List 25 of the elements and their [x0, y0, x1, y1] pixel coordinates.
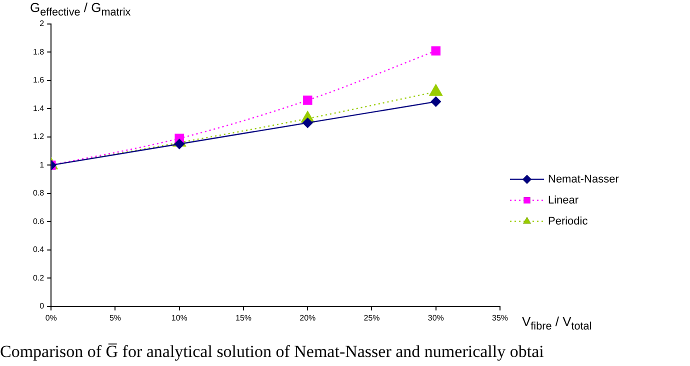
y-tick-label: 0.4: [32, 245, 45, 254]
x-tick-label: 25%: [364, 313, 380, 322]
legend-label: Periodic: [548, 215, 588, 228]
x-tick-label: 15%: [235, 313, 252, 322]
x-tick-label: 20%: [300, 313, 316, 322]
x-tick-label: 0%: [45, 313, 57, 322]
y-tick-label: 1: [40, 160, 45, 170]
text: Comparison of G̅ for analytical solution of Nemat-Nasser and numerically obtai: [0, 342, 544, 362]
y-tick-label: 1.6: [32, 76, 45, 85]
x-axis-title: V$_{fibre}$ / V$_{total}$: [522, 314, 592, 333]
y-tick-label: 0.8: [32, 188, 45, 198]
y-tick-label: 0.2: [32, 273, 45, 282]
legend-label: Nemat-Nasser: [548, 173, 620, 186]
y-tick-label: 1.4: [32, 104, 45, 113]
x-tick-label: 35%: [492, 313, 508, 322]
y-axis-title: G$_{effective}$ / G$_{matrix}$: [30, 0, 131, 19]
y-tick-label: 0.6: [32, 216, 45, 226]
x-tick-label: 30%: [428, 313, 444, 322]
x-tick-label: 5%: [109, 313, 122, 322]
y-tick-label: 0: [40, 302, 45, 311]
x-tick-label: 10%: [171, 313, 188, 322]
y-tick-label: 1.2: [32, 132, 45, 142]
legend-label: Linear: [548, 194, 579, 206]
y-tick-label: 1.8: [32, 47, 45, 56]
y-tick-label: 2: [40, 19, 45, 28]
